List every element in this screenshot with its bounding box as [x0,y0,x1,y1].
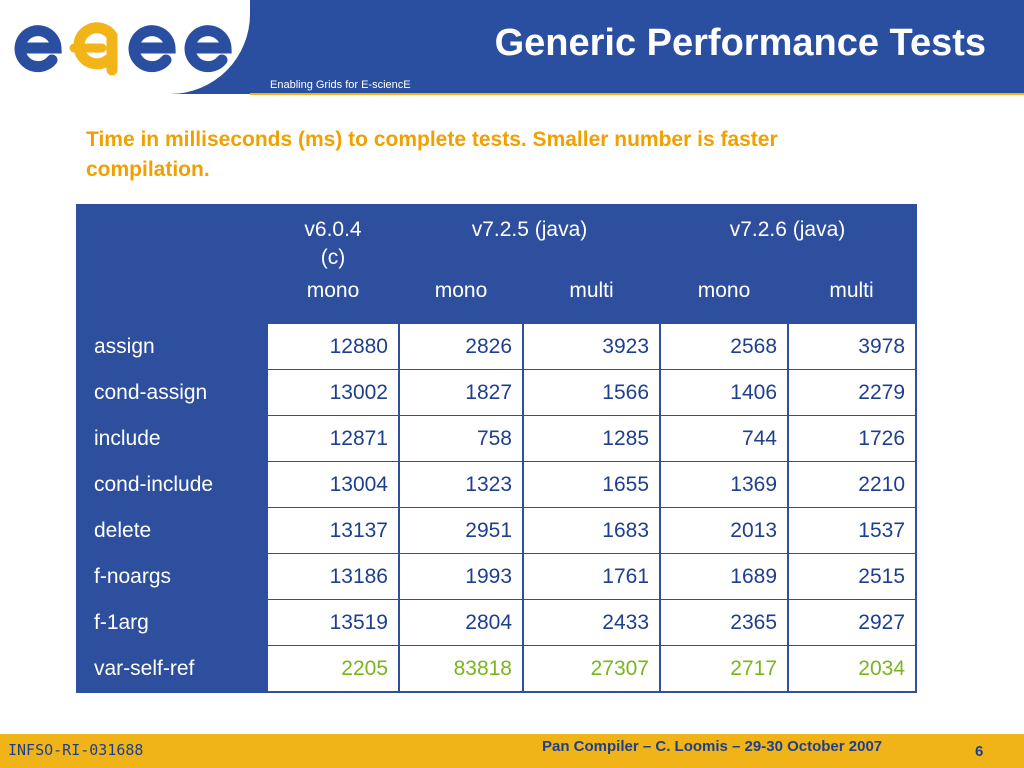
timing-value: 1369 [659,461,789,508]
timing-value: 2210 [787,461,917,508]
table-row: assign 12880 2826 3923 2568 3978 [76,323,917,370]
mode-header-row: mono mono multi mono multi [77,279,916,324]
subtitle: Time in milliseconds (ms) to complete te… [86,128,778,181]
page-number: 6 [975,743,984,760]
timing-value: 1406 [659,369,789,416]
timing-value: 13137 [266,507,400,554]
timing-value: 1689 [659,553,789,600]
table-row: f-1arg 13519 2804 2433 2365 2927 [76,599,917,646]
table-row: include 12871 758 1285 744 1726 [76,415,917,462]
timing-value: 2205 [266,645,400,693]
version-header: v6.0.4 (c) [304,218,362,269]
timing-value: 13186 [266,553,400,600]
timing-value: 2826 [398,323,524,370]
timing-value: 2717 [659,645,789,693]
table-row: cond-include 13004 1323 1655 1369 2210 [76,461,917,508]
footer-project-id: INFSO-RI-031688 [8,741,144,759]
table-row: f-noargs 13186 1993 1761 1689 2515 [76,553,917,600]
table-row: cond-assign 13002 1827 1566 1406 2279 [76,369,917,416]
timing-value: 1323 [398,461,524,508]
timing-value: 1683 [522,507,661,554]
test-name: include [76,415,268,462]
timing-value: 2951 [398,507,524,554]
header-divider [250,93,1024,95]
test-name: delete [76,507,268,554]
timing-value: 12880 [266,323,400,370]
test-name: f-noargs [76,553,268,600]
timing-value: 2279 [787,369,917,416]
slide-footer: INFSO-RI-031688 Pan Compiler – C. Loomis… [0,734,1024,768]
timing-value: 2034 [787,645,917,693]
timing-value: 1827 [398,369,524,416]
timing-value: 2568 [659,323,789,370]
timing-value: 2365 [659,599,789,646]
test-name: f-1arg [76,599,268,646]
timing-value: 83818 [398,645,524,693]
timing-value: 744 [659,415,789,462]
tagline: Enabling Grids for E-sciencE [270,79,411,91]
timing-value: 1537 [787,507,917,554]
timing-value: 1726 [787,415,917,462]
timing-value: 13519 [266,599,400,646]
performance-table: v6.0.4 (c) v7.2.5 (java) v7.2.6 (java) mon… [76,204,917,693]
mode-header: mono [434,279,488,302]
timing-value: 1655 [522,461,661,508]
timing-value: 3978 [787,323,917,370]
egee-logo: egee [14,22,232,76]
timing-value: 1761 [522,553,661,600]
timing-value: 2804 [398,599,524,646]
timing-value: 1285 [522,415,661,462]
timing-value: 2927 [787,599,917,646]
test-name: assign [76,323,268,370]
corner-cell [77,205,267,279]
timing-value: 13002 [266,369,400,416]
mode-header: multi [569,279,614,302]
timing-value: 1566 [522,369,661,416]
slide-header: egee Generic Performance Tests Enabling … [0,0,1024,95]
timing-value: 27307 [522,645,661,693]
version-header: v7.2.5 (java) [471,218,588,241]
timing-value: 2433 [522,599,661,646]
corner-cell [77,279,267,324]
timing-value: 12871 [266,415,400,462]
footer-talk-info: Pan Compiler – C. Loomis – 29-30 October… [542,738,883,755]
table-body: assign 12880 2826 3923 2568 3978 cond-assign 13… [76,323,917,693]
logo-panel: egee [0,0,250,94]
version-header: v7.2.6 (java) [729,218,846,241]
timing-value: 2013 [659,507,789,554]
table-row: var-self-ref 2205 83818 27307 2717 2034 [76,645,917,693]
test-name: cond-assign [76,369,268,416]
version-header-row: v6.0.4 (c) v7.2.5 (java) v7.2.6 (java) [77,205,916,279]
timing-value: 1993 [398,553,524,600]
timing-value: 13004 [266,461,400,508]
mode-header: mono [697,279,751,302]
test-name: var-self-ref [76,645,268,693]
timing-value: 758 [398,415,524,462]
timing-value: 2515 [787,553,917,600]
mode-header: multi [829,279,874,302]
table-row: delete 13137 2951 1683 2013 1537 [76,507,917,554]
timing-value: 3923 [522,323,661,370]
mode-header: mono [306,279,360,302]
slide-title: Generic Performance Tests [494,22,986,64]
test-name: cond-include [76,461,268,508]
